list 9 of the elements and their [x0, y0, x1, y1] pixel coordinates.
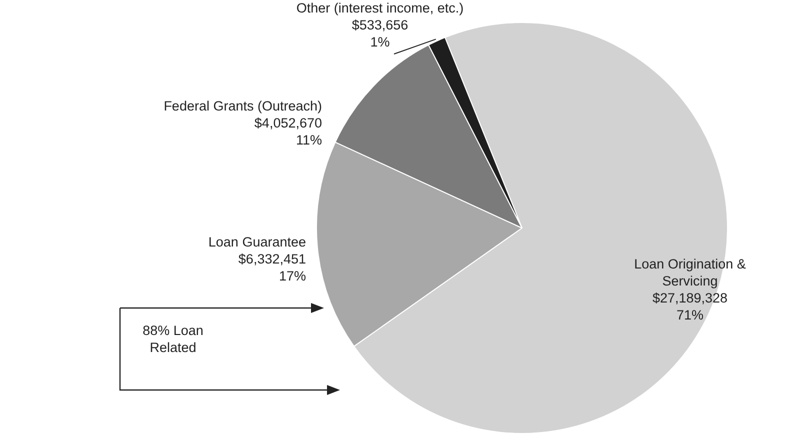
data-label: $533,656 1%	[352, 17, 408, 50]
slice-label: Other (interest income, etc.)	[296, 0, 464, 16]
slice-label: Loan Guarantee	[208, 234, 306, 250]
text: 88% Loan Related	[142, 322, 204, 356]
slice-label: Federal Grants (Outreach)	[164, 98, 322, 114]
data-label: $6,332,451 17%	[238, 251, 306, 284]
data-label: $4,052,670 11%	[254, 115, 322, 148]
data-label: $27,189,328 71%	[652, 290, 728, 322]
slice-label: Loan Origination & Servicing	[634, 256, 746, 288]
